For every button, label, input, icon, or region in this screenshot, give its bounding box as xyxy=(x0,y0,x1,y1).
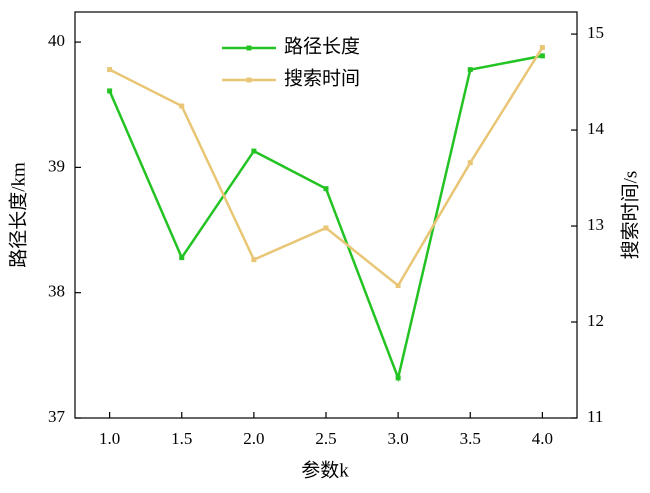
x-tick-label: 2.0 xyxy=(243,429,264,448)
y-tick-label: 38 xyxy=(48,282,65,301)
point xyxy=(467,67,473,73)
point xyxy=(395,375,401,381)
x-tick-label: 4.0 xyxy=(532,429,553,448)
point xyxy=(323,186,329,192)
point xyxy=(107,67,113,73)
y2-axis-label: 搜索时间/s xyxy=(619,171,641,260)
y-tick-label: 40 xyxy=(48,31,65,50)
legend-label: 路径长度 xyxy=(284,35,360,57)
point xyxy=(251,148,257,154)
y-tick-label: 39 xyxy=(48,156,65,175)
x-tick-label: 3.0 xyxy=(388,429,409,448)
y2-tick-label: 15 xyxy=(587,23,604,42)
x-axis-label: 参数k xyxy=(301,459,349,481)
y2-tick-label: 12 xyxy=(587,311,604,330)
series-line xyxy=(108,54,543,383)
point xyxy=(251,257,257,263)
x-tick-label: 1.0 xyxy=(99,429,120,448)
point xyxy=(467,160,473,166)
point xyxy=(539,45,545,51)
legend-marker xyxy=(246,77,252,83)
y2-tick-label: 13 xyxy=(587,215,604,234)
x-tick-label: 3.5 xyxy=(460,429,481,448)
y-axis-label: 路径长度/km xyxy=(7,162,29,268)
y-tick-label: 37 xyxy=(48,407,66,426)
point xyxy=(179,255,185,261)
legend-marker xyxy=(246,45,252,51)
point xyxy=(539,53,545,59)
point xyxy=(107,88,113,94)
x-tick-label: 2.5 xyxy=(315,429,336,448)
y2-tick-label: 14 xyxy=(587,119,605,138)
x-tick-label: 1.5 xyxy=(171,429,192,448)
point xyxy=(395,283,401,289)
legend-label: 搜索时间 xyxy=(284,67,360,89)
point xyxy=(179,103,185,109)
point xyxy=(323,225,329,231)
y2-tick-label: 11 xyxy=(587,407,603,426)
